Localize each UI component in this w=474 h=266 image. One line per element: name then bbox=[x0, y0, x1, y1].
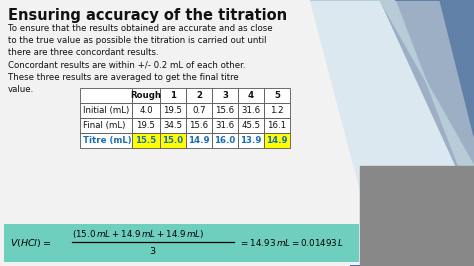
Text: Concordant results are within +/- 0.2 mL of each other.
These three results are : Concordant results are within +/- 0.2 mL… bbox=[8, 61, 246, 94]
Bar bbox=[212, 118, 238, 133]
Text: 15.5: 15.5 bbox=[136, 136, 156, 145]
Bar bbox=[160, 133, 186, 148]
Bar bbox=[4, 224, 359, 262]
Text: Final (mL): Final (mL) bbox=[83, 121, 126, 130]
Text: 34.5: 34.5 bbox=[164, 121, 182, 130]
Bar bbox=[80, 118, 132, 133]
Text: 4.0: 4.0 bbox=[139, 106, 153, 115]
Text: 15.0: 15.0 bbox=[163, 136, 183, 145]
Bar bbox=[238, 118, 264, 133]
Bar bbox=[212, 103, 238, 118]
Bar bbox=[264, 133, 290, 148]
Bar bbox=[238, 88, 264, 103]
Text: Rough: Rough bbox=[130, 91, 162, 100]
Text: Initial (mL): Initial (mL) bbox=[83, 106, 129, 115]
Bar bbox=[264, 118, 290, 133]
Text: 45.5: 45.5 bbox=[241, 121, 261, 130]
Text: 19.5: 19.5 bbox=[137, 121, 155, 130]
Bar bbox=[360, 166, 474, 266]
Text: 31.6: 31.6 bbox=[241, 106, 261, 115]
Text: 0.7: 0.7 bbox=[192, 106, 206, 115]
Text: 19.5: 19.5 bbox=[164, 106, 182, 115]
Text: 14.9: 14.9 bbox=[266, 136, 288, 145]
Text: 3: 3 bbox=[222, 91, 228, 100]
Bar bbox=[80, 88, 132, 103]
Text: 16.0: 16.0 bbox=[214, 136, 236, 145]
Text: Titre (mL): Titre (mL) bbox=[83, 136, 132, 145]
Text: 1.2: 1.2 bbox=[270, 106, 284, 115]
Text: 16.1: 16.1 bbox=[267, 121, 287, 130]
Text: $\mathit{3}$: $\mathit{3}$ bbox=[149, 244, 157, 256]
Text: Ensuring accuracy of the titration: Ensuring accuracy of the titration bbox=[8, 8, 287, 23]
Bar bbox=[212, 133, 238, 148]
Polygon shape bbox=[395, 0, 474, 136]
Text: 13.9: 13.9 bbox=[240, 136, 262, 145]
Bar bbox=[160, 103, 186, 118]
Bar bbox=[132, 88, 160, 103]
Polygon shape bbox=[310, 0, 474, 266]
Bar bbox=[132, 103, 160, 118]
Text: 31.6: 31.6 bbox=[216, 121, 235, 130]
Text: $\mathit{(15.0\,mL+14.9\,mL+14.9\,mL)}$: $\mathit{(15.0\,mL+14.9\,mL+14.9\,mL)}$ bbox=[72, 228, 204, 240]
Text: To ensure that the results obtained are accurate and as close
to the true value : To ensure that the results obtained are … bbox=[8, 24, 273, 57]
Bar bbox=[212, 88, 238, 103]
Bar bbox=[132, 133, 160, 148]
Bar bbox=[264, 103, 290, 118]
Bar bbox=[186, 118, 212, 133]
Polygon shape bbox=[380, 0, 474, 206]
Bar bbox=[238, 133, 264, 148]
Bar bbox=[264, 88, 290, 103]
Text: 4: 4 bbox=[248, 91, 254, 100]
Polygon shape bbox=[350, 226, 474, 266]
Text: $\mathit{=14.93\,mL=0.01493\,L}$: $\mathit{=14.93\,mL=0.01493\,L}$ bbox=[239, 238, 344, 248]
Bar bbox=[186, 133, 212, 148]
Bar bbox=[160, 118, 186, 133]
Bar bbox=[160, 88, 186, 103]
Text: 14.9: 14.9 bbox=[188, 136, 210, 145]
Bar bbox=[132, 118, 160, 133]
Bar bbox=[238, 103, 264, 118]
Bar bbox=[186, 103, 212, 118]
Text: $\mathit{V(HCl)}=$: $\mathit{V(HCl)}=$ bbox=[10, 237, 51, 249]
Text: 5: 5 bbox=[274, 91, 280, 100]
Text: 1: 1 bbox=[170, 91, 176, 100]
Bar bbox=[80, 103, 132, 118]
Text: 2: 2 bbox=[196, 91, 202, 100]
Bar bbox=[186, 88, 212, 103]
Text: 15.6: 15.6 bbox=[190, 121, 209, 130]
Text: 15.6: 15.6 bbox=[216, 106, 235, 115]
Polygon shape bbox=[310, 0, 474, 206]
Bar bbox=[80, 133, 132, 148]
